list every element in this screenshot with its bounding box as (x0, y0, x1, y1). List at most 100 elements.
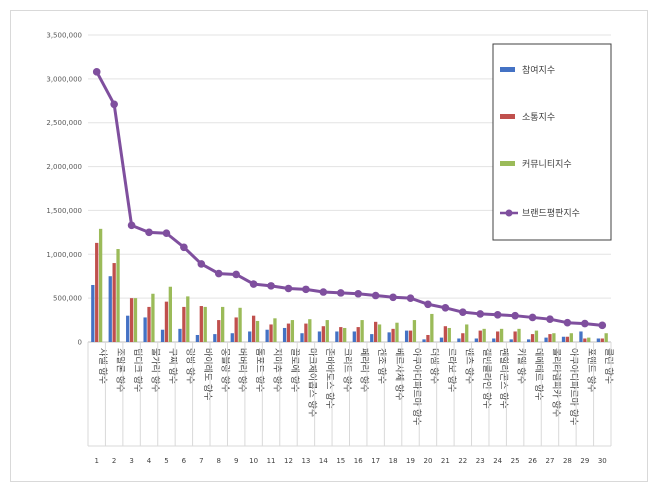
bar-커뮤니티지수 (133, 298, 138, 342)
bar-소통지수 (600, 338, 604, 342)
x-index-label: 26 (528, 457, 537, 465)
bar-소통지수 (461, 333, 465, 342)
bar-참여지수 (160, 329, 165, 342)
bar-커뮤니티지수 (186, 296, 190, 342)
x-index-label: 21 (441, 457, 450, 465)
bar-series (91, 228, 608, 342)
bar-커뮤니티지수 (255, 320, 260, 342)
bar-소통지수 (112, 263, 116, 342)
x-index-label: 30 (598, 457, 607, 465)
x-category-label: 르라보 향수 (446, 348, 458, 392)
bar-커뮤니티지수 (412, 320, 417, 342)
bar-커뮤니티지수 (360, 320, 364, 342)
legend-box (492, 43, 612, 241)
point-브랜드평판지수 (528, 313, 537, 322)
point-브랜드평판지수 (354, 289, 363, 298)
point-브랜드평판지수 (302, 285, 310, 294)
bar-참여지수 (561, 336, 566, 342)
point-브랜드평판지수 (197, 260, 206, 268)
point-브랜드평판지수 (127, 221, 136, 230)
bar-소통지수 (513, 331, 517, 342)
line-series (92, 68, 607, 330)
x-category-label: 더샘 향수 (428, 348, 440, 384)
bar-참여지수 (126, 315, 130, 342)
bar-커뮤니티지수 (377, 324, 382, 342)
y-tick-label: 3,500,000 (46, 32, 82, 40)
bar-소통지수 (356, 327, 360, 342)
bar-커뮤니티지수 (308, 319, 312, 342)
bar-커뮤니티지수 (238, 307, 242, 342)
x-category-label: 존바바토스 향수 (324, 348, 336, 409)
bar-소통지수 (565, 336, 570, 342)
point-브랜드평판지수 (389, 293, 397, 302)
x-category-label: 불가리 향수 (150, 348, 162, 392)
bar-커뮤니티지수 (221, 306, 225, 342)
y-axis: 0 500,000 1,000,000 1,500,000 2,000,000 2,500… (46, 32, 82, 347)
x-index-label: 3 (129, 457, 133, 465)
x-category-label: 랑방 향수 (184, 348, 196, 384)
bar-참여지수 (282, 327, 287, 342)
bar-참여지수 (370, 334, 374, 342)
legend-swatch (500, 67, 515, 72)
point-브랜드평판지수 (424, 300, 432, 309)
x-index-label: 8 (217, 457, 221, 465)
bar-소통지수 (304, 323, 308, 342)
x-category-label: 톰포드 향수 (254, 348, 266, 392)
y-tick-label: 1,500,000 (46, 207, 82, 215)
bar-커뮤니티지수 (116, 249, 120, 342)
x-category-label: 아쿠아디파르마 향수 (411, 348, 423, 425)
x-index-label: 24 (493, 457, 502, 465)
x-index-label: 7 (199, 457, 203, 465)
x-category-label: 페라리 향수 (359, 348, 371, 392)
bar-소통지수 (95, 242, 99, 342)
bar-참여지수 (404, 330, 409, 342)
bar-커뮤니티지수 (343, 327, 347, 342)
bar-소통지수 (234, 317, 238, 342)
point-브랜드평판지수 (476, 310, 485, 318)
point-브랜드평판지수 (249, 280, 258, 288)
bar-참여지수 (474, 338, 478, 342)
bar-소통지수 (496, 331, 500, 342)
y-tick-label: 2,500,000 (46, 119, 82, 127)
x-index-label: 1 (94, 457, 98, 465)
point-브랜드평판지수 (267, 282, 275, 290)
bar-참여지수 (213, 334, 217, 342)
x-index-label: 9 (234, 457, 238, 465)
x-index-label: 2 (112, 457, 116, 465)
bar-소통지수 (530, 334, 535, 342)
bar-소통지수 (164, 301, 169, 342)
bar-커뮤니티지수 (569, 333, 573, 342)
bar-소통지수 (321, 326, 325, 342)
bar-소통지수 (408, 330, 413, 342)
x-category-label: 구찌 향수 (167, 348, 179, 384)
x-category-label: 포멘트 향수 (585, 348, 597, 392)
bar-참여지수 (230, 333, 234, 342)
y-tick-label: 2,000,000 (46, 163, 82, 171)
point-브랜드평판지수 (92, 68, 101, 76)
bar-소통지수 (251, 315, 256, 342)
bar-참여지수 (265, 329, 269, 342)
x-index-label: 25 (511, 457, 520, 465)
x-category-label: 지미추 향수 (272, 348, 284, 392)
x-category-label: 롤리타렘피카 향수 (550, 348, 562, 417)
bar-참여지수 (352, 331, 356, 342)
bar-소통지수 (426, 334, 430, 342)
point-브랜드평판지수 (598, 321, 607, 330)
x-category-label: 조말론 향수 (115, 348, 127, 392)
bar-참여지수 (544, 337, 548, 342)
bar-참여지수 (335, 331, 339, 342)
bar-커뮤니티지수 (552, 333, 556, 342)
point-브랜드평판지수 (284, 284, 293, 293)
bar-커뮤니티지수 (325, 320, 329, 342)
bar-커뮤니티지수 (447, 327, 451, 342)
bar-참여지수 (439, 337, 444, 342)
x-index-label: 18 (389, 457, 398, 465)
point-브랜드평판지수 (232, 270, 240, 279)
x-category-label: 크리드 향수 (341, 348, 353, 392)
x-category-label: 키엘 향수 (516, 348, 528, 384)
x-category-label: 클린 향수 (603, 348, 615, 384)
point-브랜드평판지수 (406, 294, 415, 302)
bar-참여지수 (178, 328, 182, 342)
